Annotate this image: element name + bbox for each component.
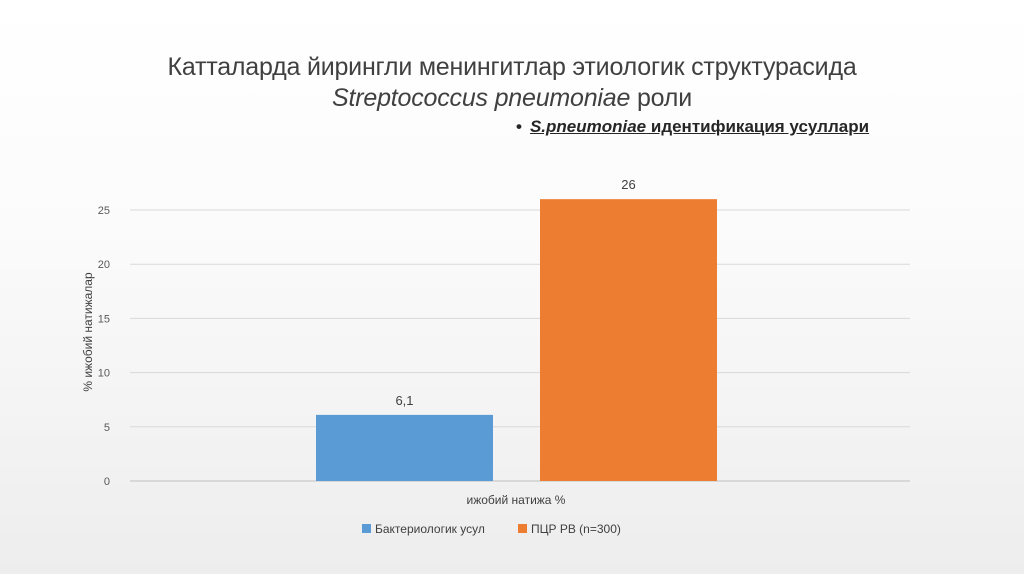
y-tick-label: 0: [104, 476, 110, 488]
y-tick-label: 10: [98, 368, 110, 380]
title-line-1: Катталарда йирингли менингитлар этиологи…: [167, 53, 857, 81]
legend-swatch-1: [362, 524, 371, 533]
title-line-2: Streptococcus pneumoniae роли: [332, 83, 692, 114]
bar-1: [316, 414, 493, 481]
legend-label-1: Бактериологик усул: [375, 522, 485, 536]
y-tick-label: 5: [104, 422, 110, 434]
bullet-dot-icon: •: [516, 117, 522, 136]
bullet-species: S.pneumoniae: [529, 117, 647, 136]
x-axis-title: ижобий натижа %: [467, 493, 566, 507]
data-label-1: 6,1: [395, 393, 413, 408]
y-tick-label: 15: [98, 313, 110, 325]
y-tick-label: 20: [98, 259, 110, 271]
legend-swatch-2: [518, 524, 527, 533]
y-axis-title: % ижобий натижалар: [81, 272, 95, 392]
data-labels: 6,1 26: [395, 177, 635, 408]
y-axis-ticks: 0 5 10 15 20 25: [98, 205, 110, 488]
subtitle-bullet: • S.pneumoniae идентификация усуллари: [516, 117, 869, 137]
title-line-2-rest: роли: [630, 84, 692, 112]
title-species: Streptococcus pneumoniae: [332, 84, 631, 112]
slide-title: Катталарда йирингли менингитлар этиологи…: [0, 52, 1024, 114]
data-label-2: 26: [621, 177, 635, 192]
bars: [316, 199, 717, 481]
bullet-text: S.pneumoniae идентификация усуллари: [530, 117, 869, 136]
bullet-text-rest: идентификация усуллари: [646, 117, 870, 136]
y-tick-label: 25: [98, 205, 110, 217]
bar-2: [540, 199, 717, 481]
legend-label-2: ПЦР РВ (n=300): [531, 522, 621, 536]
gridlines: [130, 209, 910, 482]
legend: Бактериологик усул ПЦР РВ (n=300): [362, 522, 621, 536]
